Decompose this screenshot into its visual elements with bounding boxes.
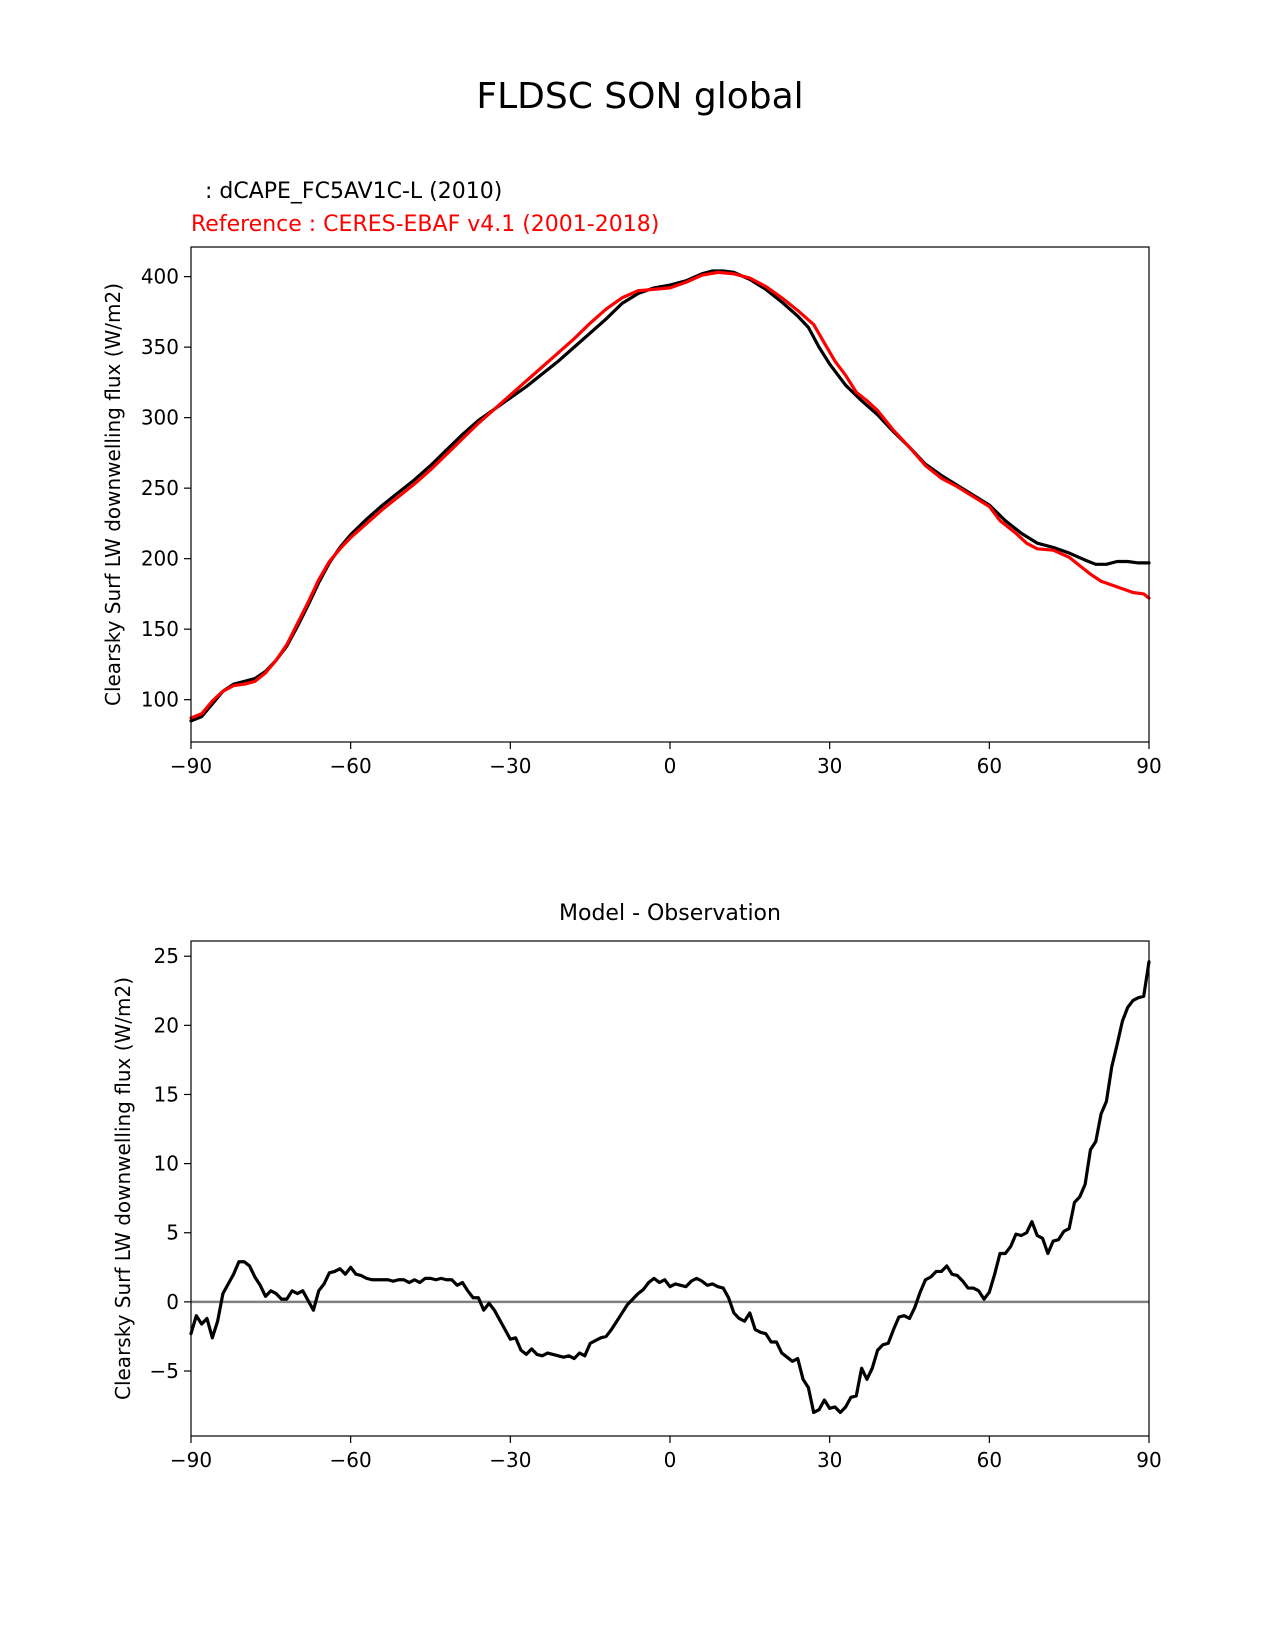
x-tick-label: 0: [664, 1448, 677, 1472]
x-tick-label: 90: [1136, 754, 1161, 778]
axes-frame: [190, 940, 1150, 1437]
x-tick-label: 90: [1136, 1448, 1161, 1472]
y-tick-label: 10: [154, 1152, 179, 1176]
y-tick-label: 15: [154, 1082, 179, 1106]
y-tick-label: 100: [141, 688, 179, 712]
x-tick-label: 0: [664, 754, 677, 778]
y-tick-label: 25: [154, 944, 179, 968]
series-line-1: [189, 270, 1151, 720]
reference-subtitle: Reference : CERES-EBAF v4.1 (2001-2018): [191, 212, 659, 237]
x-tick-label: 30: [817, 754, 842, 778]
y-tick-label: 200: [141, 547, 179, 571]
x-tick-label: −30: [489, 754, 531, 778]
x-tick-label: −60: [330, 754, 372, 778]
series-line-0: [189, 269, 1151, 723]
x-tick-label: −60: [330, 1448, 372, 1472]
figure-title: FLDSC SON global: [476, 76, 803, 117]
x-tick-label: 30: [817, 1448, 842, 1472]
x-tick-label: 60: [977, 754, 1002, 778]
y-tick-label: 5: [166, 1221, 179, 1245]
y-axis-label: Clearsky Surf LW downwelling flux (W/m2): [101, 283, 125, 706]
y-tick-label: 350: [141, 335, 179, 359]
y-tick-label: 20: [154, 1013, 179, 1037]
y-axis-label: Clearsky Surf LW downwelling flux (W/m2): [111, 977, 135, 1400]
y-tick-label: 300: [141, 406, 179, 430]
y-tick-label: 400: [141, 265, 179, 289]
x-tick-label: −90: [170, 754, 212, 778]
plot-area: −90 −60 −30 0 30 60 90 100 150 200 250 300 350 400: [141, 246, 1162, 778]
y-tick-label: 0: [166, 1290, 179, 1314]
panel-model-vs-reference: : dCAPE_FC5AV1C-L (2010) Reference : CER…: [101, 179, 1162, 778]
plot-area: −90 −60 −30 0 30 60 90 −5 0 5 10 15 20 25: [150, 940, 1162, 1472]
y-tick-label: −5: [150, 1359, 179, 1383]
axes-frame: [190, 246, 1150, 743]
series-line-0: [189, 960, 1151, 1415]
difference-title: Model - Observation: [559, 901, 781, 926]
panel-difference: Model - Observation −90 −60 −30 0 30 60 90 −5 0 5…: [111, 901, 1162, 1472]
x-tick-label: −90: [170, 1448, 212, 1472]
x-tick-label: 60: [977, 1448, 1002, 1472]
y-tick-label: 250: [141, 476, 179, 500]
y-tick-label: 150: [141, 617, 179, 641]
x-tick-label: −30: [489, 1448, 531, 1472]
model-subtitle: : dCAPE_FC5AV1C-L (2010): [191, 179, 502, 204]
